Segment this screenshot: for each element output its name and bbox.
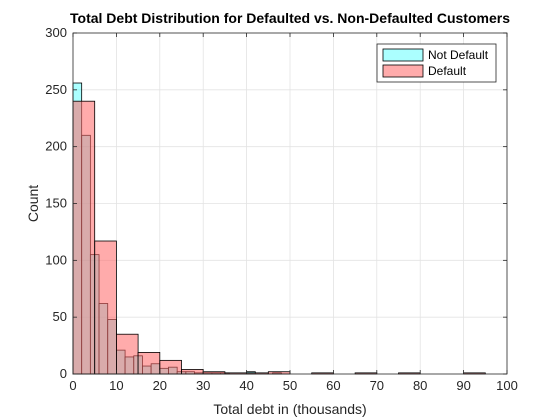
x-tick-label: 10 <box>109 378 123 393</box>
x-tick-label: 90 <box>456 378 470 393</box>
y-tick-label: 50 <box>53 309 67 324</box>
legend: Not Default Default <box>376 43 497 83</box>
y-tick-label: 150 <box>45 196 67 211</box>
x-tick-label: 50 <box>283 378 297 393</box>
legend-swatch <box>382 48 424 62</box>
y-tick-label: 300 <box>45 25 67 40</box>
y-tick-label: 250 <box>45 82 67 97</box>
x-tick-label: 30 <box>196 378 210 393</box>
chart-title: Total Debt Distribution for Defaulted vs… <box>70 10 510 26</box>
legend-entry: Not Default <box>428 48 489 62</box>
x-tick-label: 60 <box>326 378 340 393</box>
y-axis-label: Count <box>25 185 41 222</box>
x-tick-label: 0 <box>69 378 76 393</box>
histogram-bar <box>94 240 117 375</box>
legend-entry: Default <box>428 64 467 78</box>
x-tick-label: 20 <box>153 378 167 393</box>
x-tick-label: 100 <box>496 378 518 393</box>
histogram-bar <box>137 352 161 375</box>
axis-ticks: 0 10 20 30 40 50 60 70 80 90 100 0 50 100 150 200 250 300 <box>45 25 518 393</box>
x-tick-label: 70 <box>370 378 384 393</box>
histogram-bar <box>181 369 204 375</box>
y-tick-label: 100 <box>45 252 67 267</box>
histogram-bar <box>72 100 96 375</box>
legend-swatch <box>382 64 424 78</box>
histogram-bar <box>116 333 139 375</box>
grid-lines <box>73 33 507 374</box>
y-tick-label: 200 <box>45 139 67 154</box>
y-tick-label: 0 <box>60 366 67 381</box>
histogram-bar <box>159 359 182 375</box>
x-tick-label: 80 <box>413 378 427 393</box>
histogram-bars <box>72 82 486 375</box>
x-axis-label: Total debt in (thousands) <box>213 401 366 417</box>
x-tick-label: 40 <box>239 378 253 393</box>
series-default <box>72 100 486 375</box>
